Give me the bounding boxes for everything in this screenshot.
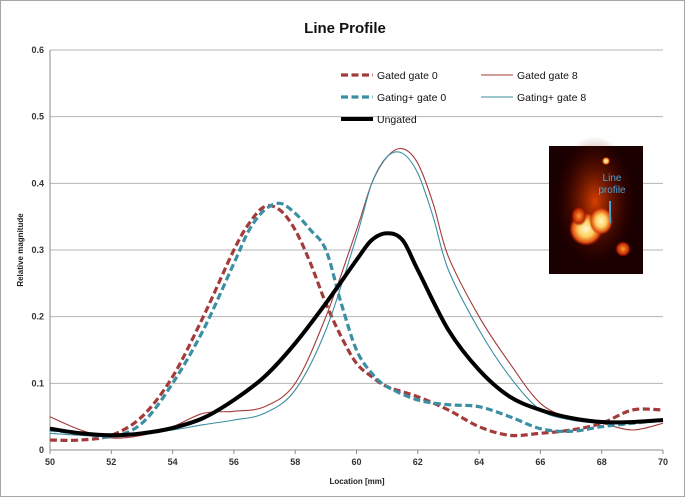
series-line-0 [49,204,664,442]
inset-hotspot-small [602,157,610,165]
legend-label-4: Ungated [377,114,417,126]
inset-hotspot-lower [615,241,631,257]
y-tick-label: 0.3 [31,245,44,255]
x-tick-labels: 50 52 54 56 58 60 62 64 66 68 70 [45,450,668,467]
series-line-4 [49,231,664,438]
x-tick-label: 52 [106,457,116,467]
inset-hotspot-mid [571,206,587,226]
series-lines [49,147,664,442]
x-tick-label: 64 [474,457,484,467]
x-tick-label: 66 [535,457,545,467]
x-axis-title: Location [mm] [329,477,384,486]
y-axis-title: Relative magnitude [16,213,25,287]
x-tick-label: 56 [229,457,239,467]
legend: Gated gate 0 Gated gate 8 Gating+ gate 0 Ga… [341,70,586,126]
legend-label-0: Gated gate 0 [377,70,438,82]
y-tick-labels: 0 0.1 0.2 0.3 0.4 0.5 0.6 [31,45,44,455]
inset-label-line1: Line [603,173,622,184]
x-tick-label: 50 [45,457,55,467]
x-tick-label: 54 [168,457,178,467]
x-tick-label: 68 [597,457,607,467]
legend-label-2: Gating+ gate 0 [377,92,446,104]
y-tick-label: 0 [39,445,44,455]
series-line-2 [49,201,664,439]
grid-lines [49,49,663,451]
y-tick-label: 0.5 [31,112,44,122]
y-tick-label: 0.2 [31,312,44,322]
chart-title: Line Profile [304,20,386,37]
y-tick-label: 0.1 [31,378,44,388]
x-tick-label: 58 [290,457,300,467]
y-tick-label: 0.6 [31,45,44,55]
inset-label-line2: profile [598,185,626,196]
x-tick-label: 70 [658,457,668,467]
x-tick-label: 62 [413,457,423,467]
x-tick-label: 60 [351,457,361,467]
inset-pet-image: Line profile [549,136,643,274]
inset-heart-right [589,207,613,235]
y-tick-label: 0.4 [31,178,44,188]
legend-label-1: Gated gate 8 [517,70,578,82]
legend-label-3: Gating+ gate 8 [517,92,586,104]
